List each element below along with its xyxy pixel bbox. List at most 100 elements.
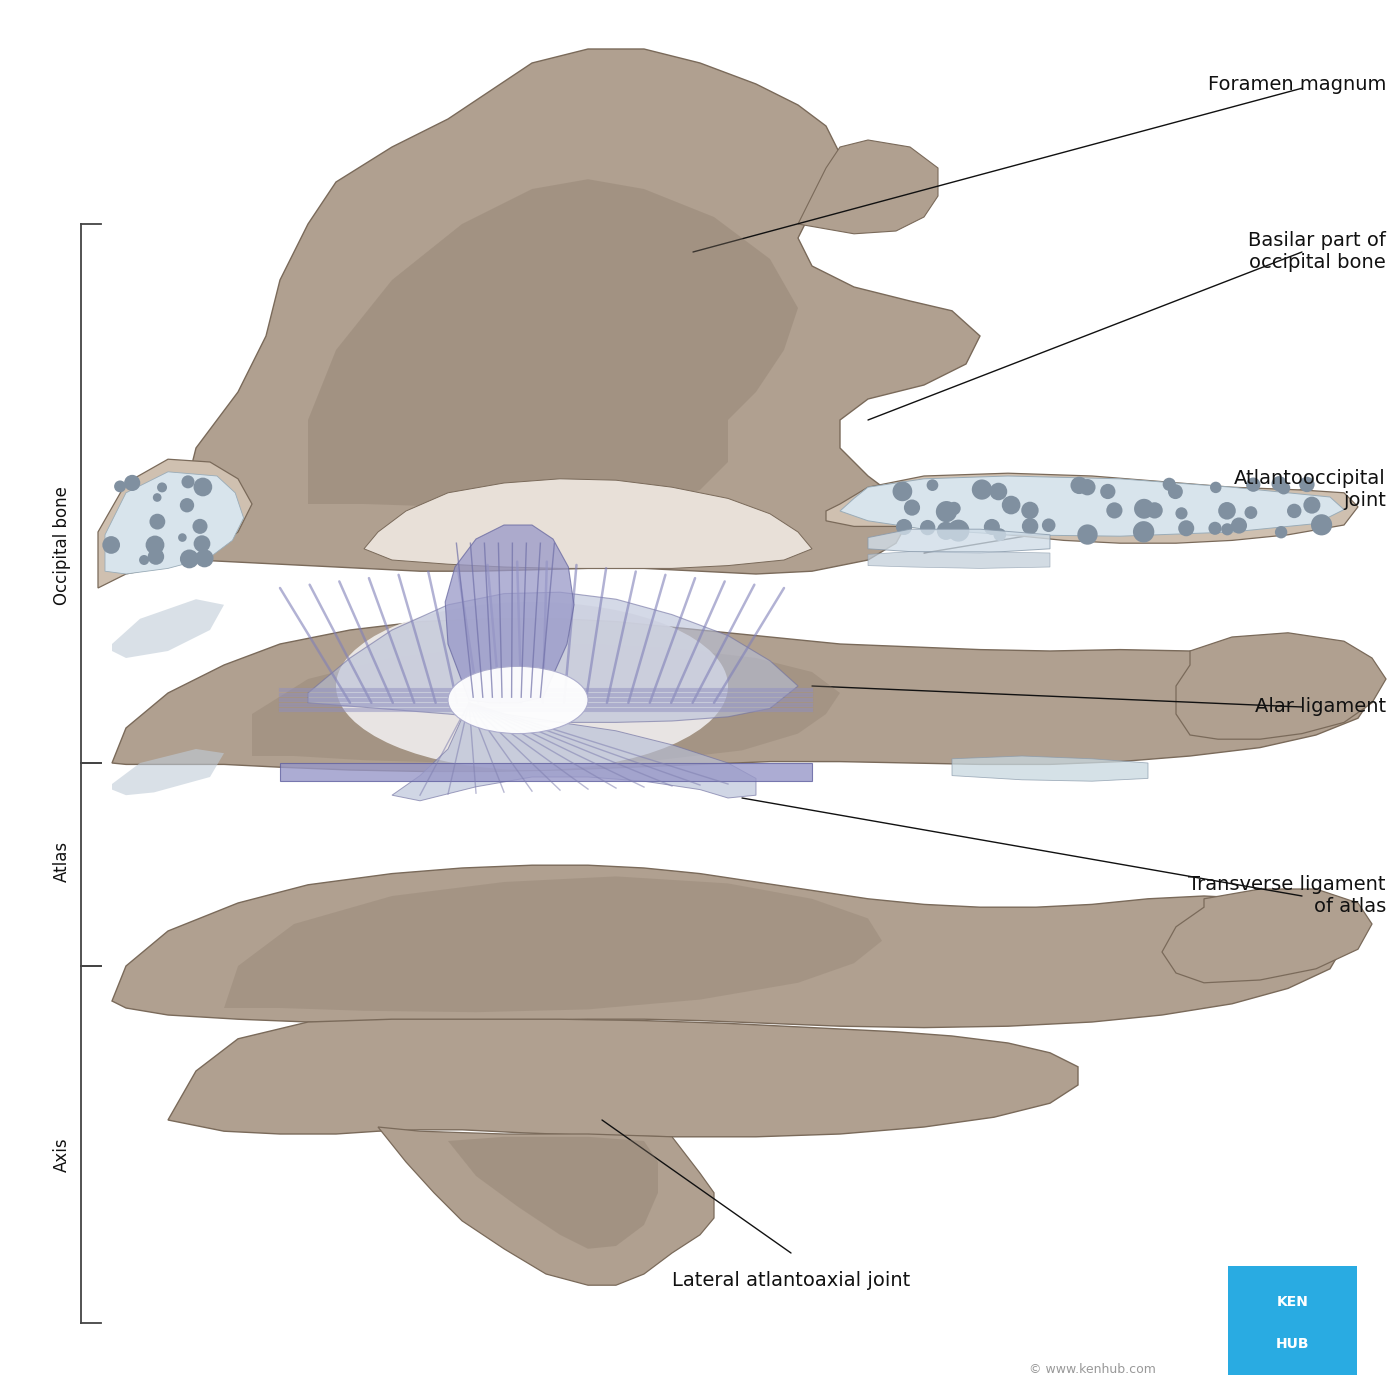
Text: Occipital bone: Occipital bone (53, 487, 70, 605)
Polygon shape (840, 476, 1344, 536)
Polygon shape (826, 473, 1358, 543)
Circle shape (1071, 476, 1088, 494)
Circle shape (1133, 521, 1155, 543)
Circle shape (148, 549, 164, 564)
Circle shape (196, 549, 214, 567)
Circle shape (1106, 503, 1123, 518)
Polygon shape (182, 49, 980, 574)
Circle shape (115, 480, 126, 493)
Polygon shape (280, 763, 812, 781)
Circle shape (178, 533, 186, 542)
Circle shape (1208, 522, 1222, 535)
Circle shape (1287, 504, 1302, 518)
Circle shape (904, 500, 920, 515)
Circle shape (920, 519, 935, 535)
Polygon shape (798, 140, 938, 234)
Circle shape (139, 554, 148, 566)
Polygon shape (105, 472, 244, 574)
Circle shape (896, 519, 911, 535)
Circle shape (1210, 482, 1221, 493)
Circle shape (1022, 518, 1039, 535)
Polygon shape (364, 479, 812, 568)
Text: Foramen magnum: Foramen magnum (1208, 74, 1386, 94)
Circle shape (193, 477, 213, 497)
Circle shape (102, 536, 120, 554)
Circle shape (193, 535, 210, 552)
Circle shape (181, 549, 199, 568)
Circle shape (948, 501, 960, 515)
Circle shape (927, 479, 938, 491)
Circle shape (182, 476, 195, 489)
Circle shape (179, 498, 195, 512)
Polygon shape (1176, 633, 1386, 739)
Circle shape (1221, 524, 1233, 535)
Circle shape (1168, 484, 1183, 498)
Circle shape (1100, 484, 1116, 500)
Circle shape (1246, 477, 1260, 491)
Circle shape (984, 519, 1000, 535)
Circle shape (948, 519, 969, 542)
Circle shape (1218, 503, 1236, 519)
Circle shape (994, 528, 1007, 542)
Circle shape (1134, 498, 1154, 519)
Polygon shape (868, 529, 1050, 553)
Text: Basilar part of
occipital bone: Basilar part of occipital bone (1249, 231, 1386, 273)
Polygon shape (392, 703, 756, 801)
Circle shape (1310, 514, 1333, 535)
Circle shape (153, 493, 161, 501)
Text: Transverse ligament
of atlas: Transverse ligament of atlas (1189, 875, 1386, 917)
Ellipse shape (448, 666, 588, 734)
Polygon shape (112, 749, 224, 795)
Circle shape (1277, 482, 1291, 494)
Polygon shape (168, 1019, 1078, 1137)
Circle shape (990, 483, 1007, 500)
Polygon shape (868, 552, 1050, 568)
Circle shape (1079, 479, 1096, 496)
Circle shape (937, 522, 955, 540)
Circle shape (972, 479, 993, 500)
Text: Atlas: Atlas (53, 840, 70, 882)
Polygon shape (98, 459, 252, 588)
Circle shape (1299, 477, 1315, 493)
Circle shape (1021, 501, 1039, 519)
Text: KEN: KEN (1277, 1295, 1308, 1309)
Circle shape (935, 501, 958, 522)
Circle shape (1042, 518, 1056, 532)
Polygon shape (1162, 889, 1372, 983)
Circle shape (125, 475, 140, 491)
Text: © www.kenhub.com: © www.kenhub.com (1029, 1362, 1156, 1376)
Polygon shape (952, 756, 1148, 781)
Circle shape (150, 514, 165, 529)
Polygon shape (112, 865, 1344, 1028)
Text: Lateral atlantoaxial joint: Lateral atlantoaxial joint (672, 1271, 910, 1291)
Polygon shape (112, 619, 1372, 771)
Polygon shape (445, 525, 574, 703)
Circle shape (1147, 503, 1163, 518)
Circle shape (1002, 496, 1021, 514)
Circle shape (1245, 507, 1257, 519)
Polygon shape (378, 1127, 714, 1285)
Polygon shape (308, 592, 798, 722)
Ellipse shape (336, 602, 728, 770)
Circle shape (192, 519, 207, 533)
Circle shape (1303, 497, 1320, 514)
Polygon shape (224, 876, 882, 1012)
Polygon shape (448, 1137, 658, 1249)
Circle shape (1271, 476, 1287, 491)
Circle shape (146, 536, 164, 554)
Text: HUB: HUB (1275, 1337, 1309, 1351)
Polygon shape (308, 179, 798, 510)
Circle shape (1275, 526, 1288, 539)
Circle shape (1078, 525, 1098, 545)
Circle shape (157, 483, 167, 493)
Text: Atlantooccipital
joint: Atlantooccipital joint (1235, 469, 1386, 511)
Polygon shape (252, 644, 840, 763)
FancyBboxPatch shape (1228, 1266, 1357, 1375)
Circle shape (1231, 518, 1247, 533)
Circle shape (1179, 521, 1194, 536)
Circle shape (893, 482, 913, 501)
Text: Alar ligament: Alar ligament (1254, 697, 1386, 717)
Circle shape (1162, 477, 1176, 491)
Circle shape (1176, 507, 1187, 519)
Text: Axis: Axis (53, 1138, 70, 1172)
